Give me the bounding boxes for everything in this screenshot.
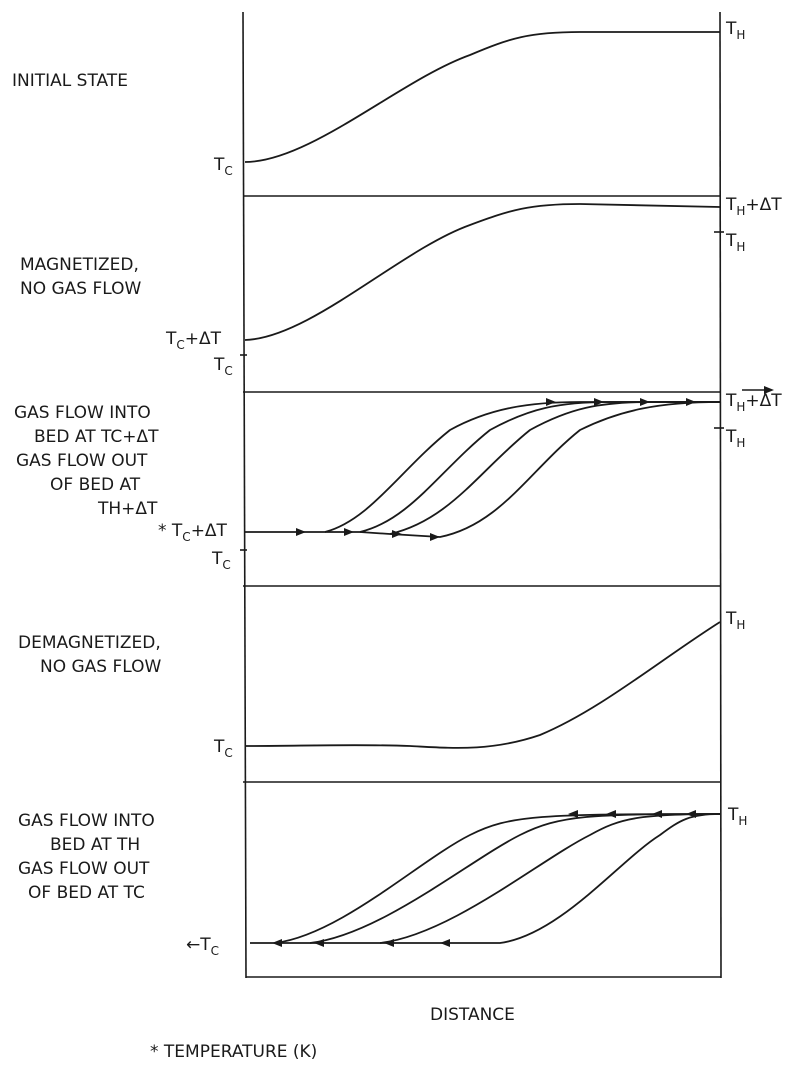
- temperature-profile-curve: [244, 203, 721, 341]
- panel-label-line-2: NO GAS FLOW: [40, 657, 162, 677]
- panel-label: INITIAL STATE: [12, 71, 128, 91]
- flow-arrow: [440, 939, 450, 947]
- tc-plus-dt-label: TC+ΔT: [165, 329, 222, 352]
- outflow-arrow: [764, 386, 774, 394]
- temperature-profile-curve: [244, 31, 720, 163]
- panel-label-line-1: DEMAGNETIZED,: [18, 633, 161, 653]
- flow-arrow: [344, 528, 354, 536]
- profile-curve-2: [325, 401, 720, 533]
- tc-plus-dt-label: * TC+ΔT: [158, 521, 228, 544]
- panel-label-line-2: NO GAS FLOW: [20, 279, 142, 299]
- flow-arrow: [686, 810, 696, 818]
- th-label: TH: [725, 609, 745, 632]
- tc-label: TC: [211, 549, 231, 572]
- th-label: TH: [725, 19, 745, 42]
- flow-arrow: [546, 398, 556, 406]
- profile-curve-1: [250, 813, 721, 944]
- panel-label-line-1: MAGNETIZED,: [20, 255, 139, 275]
- flow-arrow: [296, 528, 306, 536]
- flow-arrows: [296, 398, 696, 541]
- flow-arrow: [594, 398, 604, 406]
- flow-arrow: [272, 939, 282, 947]
- th-plus-dt-label: TH+ΔT: [725, 195, 782, 218]
- profile-curve-1: [245, 401, 720, 533]
- right-axis: [719, 11, 722, 979]
- th-label: TH: [727, 805, 747, 828]
- flow-arrow: [606, 810, 616, 818]
- flow-arrow: [392, 530, 402, 538]
- th-plus-dt-label: TH+ΔT: [725, 391, 782, 414]
- panel-label-line-3: GAS FLOW OUT: [16, 451, 148, 471]
- panel-label-line-5: TH+ΔT: [97, 499, 158, 519]
- profile-curve-3: [310, 813, 721, 944]
- footnote: * TEMPERATURE (K): [150, 1042, 317, 1062]
- th-label: TH: [725, 231, 745, 254]
- tc-label: TC: [213, 155, 233, 178]
- temperature-profile-curve: [244, 621, 721, 749]
- flow-arrow: [686, 398, 696, 406]
- tc-label: TC: [213, 737, 233, 760]
- x-axis-label: DISTANCE: [430, 1005, 515, 1025]
- panel-gas-flow-hot-in: GAS FLOW INTO BED AT TH GAS FLOW OUT OF …: [18, 805, 747, 958]
- diagram-frame: [242, 11, 722, 979]
- panel-label-line-1: GAS FLOW INTO: [14, 403, 151, 423]
- panel-demagnetized: DEMAGNETIZED, NO GAS FLOW TC TH: [18, 609, 745, 760]
- profile-curve-3: [359, 401, 720, 535]
- panel-label-line-2: BED AT TC+ΔT: [34, 427, 159, 447]
- panel-initial-state: INITIAL STATE TC TH: [12, 19, 745, 178]
- panel-label-line-3: GAS FLOW OUT: [18, 859, 150, 879]
- flow-arrow: [314, 939, 324, 947]
- profile-curve-4: [389, 401, 721, 538]
- flow-arrow: [430, 533, 440, 541]
- flow-arrow: [640, 398, 650, 406]
- th-label: TH: [725, 427, 745, 450]
- panel-gas-flow-cold-in: GAS FLOW INTO BED AT TC+ΔT GAS FLOW OUT …: [14, 386, 782, 572]
- tc-outflow-label: ←TC: [186, 935, 219, 958]
- left-axis: [242, 11, 247, 979]
- tc-label: TC: [213, 355, 233, 378]
- panel-magnetized: MAGNETIZED, NO GAS FLOW TC+ΔT TC TH+ΔT T…: [20, 195, 782, 378]
- profile-curve-4: [380, 813, 721, 944]
- panel-label-line-1: GAS FLOW INTO: [18, 811, 155, 831]
- profile-curve-2: [275, 813, 721, 944]
- flow-arrow: [568, 810, 578, 818]
- flow-arrow: [384, 939, 394, 947]
- flow-arrows: [272, 810, 696, 947]
- panel-label-line-4: OF BED AT: [50, 475, 141, 495]
- panel-label-line-4: OF BED AT TC: [28, 883, 145, 903]
- flow-arrow: [652, 810, 662, 818]
- panel-label-line-2: BED AT TH: [50, 835, 140, 855]
